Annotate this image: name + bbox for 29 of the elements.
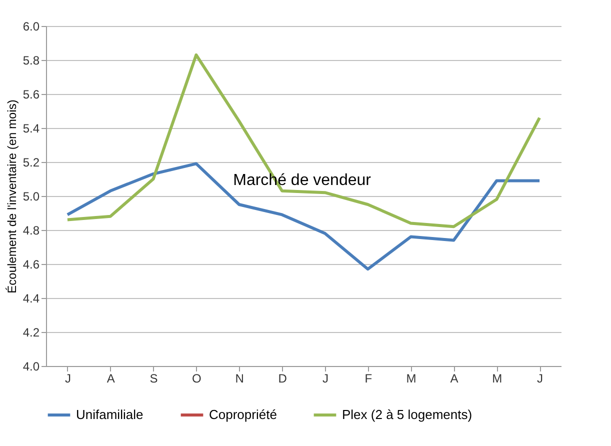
y-tick-label: 4.2 xyxy=(22,326,40,340)
legend-label: Unifamiliale xyxy=(76,407,144,422)
y-tick-label: 4.4 xyxy=(22,292,40,306)
legend-label: Plex (2 à 5 logements) xyxy=(342,407,472,422)
x-tick-label: J xyxy=(537,372,544,386)
x-tick-label: N xyxy=(235,372,244,386)
y-axis-title: Écoulement de l'inventaire (en mois) xyxy=(4,100,19,294)
y-tick-label: 5.6 xyxy=(22,88,40,102)
x-tick-label: J xyxy=(64,372,71,386)
y-tick-label: 5.4 xyxy=(22,122,40,136)
y-tick-label: 4.8 xyxy=(22,224,40,238)
x-tick-label: J xyxy=(322,372,328,386)
x-tick-label: D xyxy=(278,372,288,386)
x-tick-label: F xyxy=(364,372,372,386)
legend-label: Copropriété xyxy=(209,407,277,422)
y-tick-label: 5.2 xyxy=(22,156,40,170)
x-tick-label: M xyxy=(492,372,502,386)
x-tick-label: O xyxy=(192,372,202,386)
y-tick-label: 5.0 xyxy=(22,190,40,204)
y-tick-label: 4.6 xyxy=(22,258,40,272)
x-tick-label: A xyxy=(450,372,458,386)
line-series xyxy=(66,162,542,271)
y-tick-label: 6.0 xyxy=(22,20,40,34)
x-tick-label: A xyxy=(106,372,115,386)
line-series xyxy=(66,53,542,228)
x-tick-label: M xyxy=(406,372,416,386)
x-tick-label: S xyxy=(150,372,158,386)
y-tick-label: 5.8 xyxy=(22,54,40,68)
y-tick-label: 4.0 xyxy=(22,360,40,374)
